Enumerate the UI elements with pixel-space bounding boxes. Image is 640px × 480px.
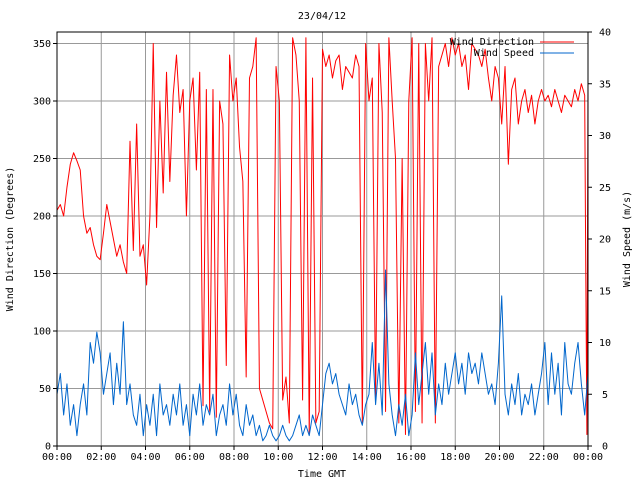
tick-marks — [53, 31, 592, 450]
x-tick-label-4: 08:00 — [219, 452, 249, 463]
y2-tick-label-4: 20 — [599, 235, 611, 246]
y2-tick-label-5: 25 — [599, 183, 611, 194]
x-tick-label-3: 06:00 — [175, 452, 205, 463]
y-tick-label-4: 200 — [33, 212, 51, 223]
series-line-wind-speed — [56, 269, 589, 442]
x-tick-label-6: 12:00 — [307, 452, 337, 463]
series-layer — [56, 37, 589, 442]
x-tick-label-8: 16:00 — [396, 452, 426, 463]
x-tick-label-1: 02:00 — [86, 452, 116, 463]
legend-label-wind-speed: Wind Speed — [474, 48, 534, 59]
x-tick-label-12: 00:00 — [573, 452, 603, 463]
x-tick-label-10: 20:00 — [484, 452, 514, 463]
x-tick-label-5: 10:00 — [263, 452, 293, 463]
y2-tick-label-7: 35 — [599, 79, 611, 90]
x-tick-label-9: 18:00 — [440, 452, 470, 463]
series-line-wind-direction — [56, 37, 589, 435]
y2-tick-label-2: 10 — [599, 338, 611, 349]
y2-tick-label-1: 5 — [602, 390, 608, 401]
y2-tick-label-3: 15 — [599, 286, 611, 297]
legend: Wind Direction Wind Speed — [450, 37, 574, 59]
y2-axis-label: Wind Speed (m/s) — [622, 191, 633, 287]
y-tick-label-5: 250 — [33, 154, 51, 165]
x-tick-label-2: 04:00 — [130, 452, 160, 463]
y-tick-label-7: 350 — [33, 39, 51, 50]
chart-title: 23/04/12 — [298, 11, 346, 22]
x-tick-label-7: 14:00 — [352, 452, 382, 463]
y2-tick-label-6: 30 — [599, 131, 611, 142]
x-tick-label-0: 00:00 — [42, 452, 72, 463]
y-tick-label-3: 150 — [33, 269, 51, 280]
x-axis-label: Time GMT — [298, 469, 346, 480]
y-tick-label-6: 300 — [33, 97, 51, 108]
legend-label-wind-direction: Wind Direction — [450, 37, 534, 48]
y2-tick-label-0: 0 — [602, 442, 608, 453]
x-tick-label-11: 22:00 — [529, 452, 559, 463]
y2-tick-label-8: 40 — [599, 28, 611, 39]
y-tick-label-0: 0 — [45, 442, 51, 453]
tick-labels: 00:00 02:00 04:00 06:00 08:00 10:00 12:00 14:00… — [33, 28, 611, 464]
y-tick-label-2: 100 — [33, 327, 51, 338]
y-tick-label-1: 50 — [39, 384, 51, 395]
y-axis-label: Wind Direction (Degrees) — [5, 167, 16, 312]
